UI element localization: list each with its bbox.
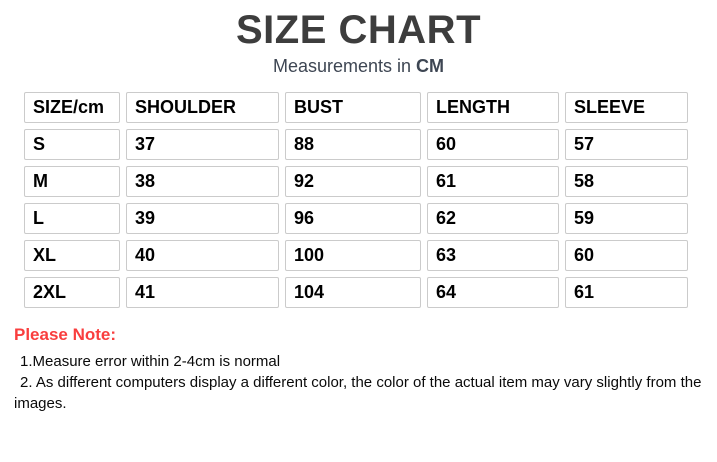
size-cell: 60 bbox=[565, 240, 688, 271]
size-cell: 104 bbox=[285, 277, 421, 308]
size-cell: 62 bbox=[427, 203, 559, 234]
header-cell-length: LENGTH bbox=[427, 92, 559, 123]
header-row: SIZE/cm SHOULDER BUST LENGTH SLEEVE bbox=[24, 92, 688, 123]
size-cell: 57 bbox=[565, 129, 688, 160]
size-label-cell: L bbox=[24, 203, 120, 234]
table-row-2xl: 2XL 41 104 64 61 bbox=[24, 277, 688, 308]
size-cell: 37 bbox=[126, 129, 279, 160]
table-row-l: L 39 96 62 59 bbox=[24, 203, 688, 234]
size-cell: 92 bbox=[285, 166, 421, 197]
subtitle-unit: CM bbox=[416, 56, 445, 76]
header-cell-size: SIZE/cm bbox=[24, 92, 120, 123]
note-item-1: 1.Measure error within 2-4cm is normal bbox=[20, 353, 281, 370]
size-chart-page: SIZE CHART Measurements in CM SIZE/cm SH… bbox=[0, 7, 717, 462]
size-cell: 41 bbox=[126, 277, 279, 308]
table-row-xl: XL 40 100 63 60 bbox=[24, 240, 688, 271]
size-cell: 58 bbox=[565, 166, 688, 197]
size-cell: 88 bbox=[285, 129, 421, 160]
subtitle: Measurements in CM bbox=[0, 56, 717, 77]
size-cell: 100 bbox=[285, 240, 421, 271]
size-cell: 61 bbox=[427, 166, 559, 197]
size-label-cell: S bbox=[24, 129, 120, 160]
note-item-2: 2. As different computers display a diff… bbox=[14, 374, 702, 412]
header-cell-shoulder: SHOULDER bbox=[126, 92, 279, 123]
header-cell-bust: BUST bbox=[285, 92, 421, 123]
size-cell: 40 bbox=[126, 240, 279, 271]
header-cell-sleeve: SLEEVE bbox=[565, 92, 688, 123]
size-cell: 39 bbox=[126, 203, 279, 234]
size-cell: 59 bbox=[565, 203, 688, 234]
size-table: SIZE/cm SHOULDER BUST LENGTH SLEEVE S 37… bbox=[18, 86, 694, 314]
size-cell: 96 bbox=[285, 203, 421, 234]
table-row-s: S 37 88 60 57 bbox=[24, 129, 688, 160]
size-label-cell: 2XL bbox=[24, 277, 120, 308]
page-title: SIZE CHART bbox=[236, 8, 481, 52]
subtitle-text: Measurements in bbox=[272, 56, 417, 76]
table-row-m: M 38 92 61 58 bbox=[24, 166, 688, 197]
size-cell: 61 bbox=[565, 277, 688, 308]
size-cell: 63 bbox=[427, 240, 559, 271]
notes-section: Please Note: 1.Measure error within 2-4c… bbox=[14, 325, 706, 414]
size-cell: 38 bbox=[126, 166, 279, 197]
size-cell: 64 bbox=[427, 277, 559, 308]
size-label-cell: M bbox=[24, 166, 120, 197]
size-label-cell: XL bbox=[24, 240, 120, 271]
size-cell: 60 bbox=[427, 129, 559, 160]
note-heading: Please Note: bbox=[14, 325, 117, 344]
